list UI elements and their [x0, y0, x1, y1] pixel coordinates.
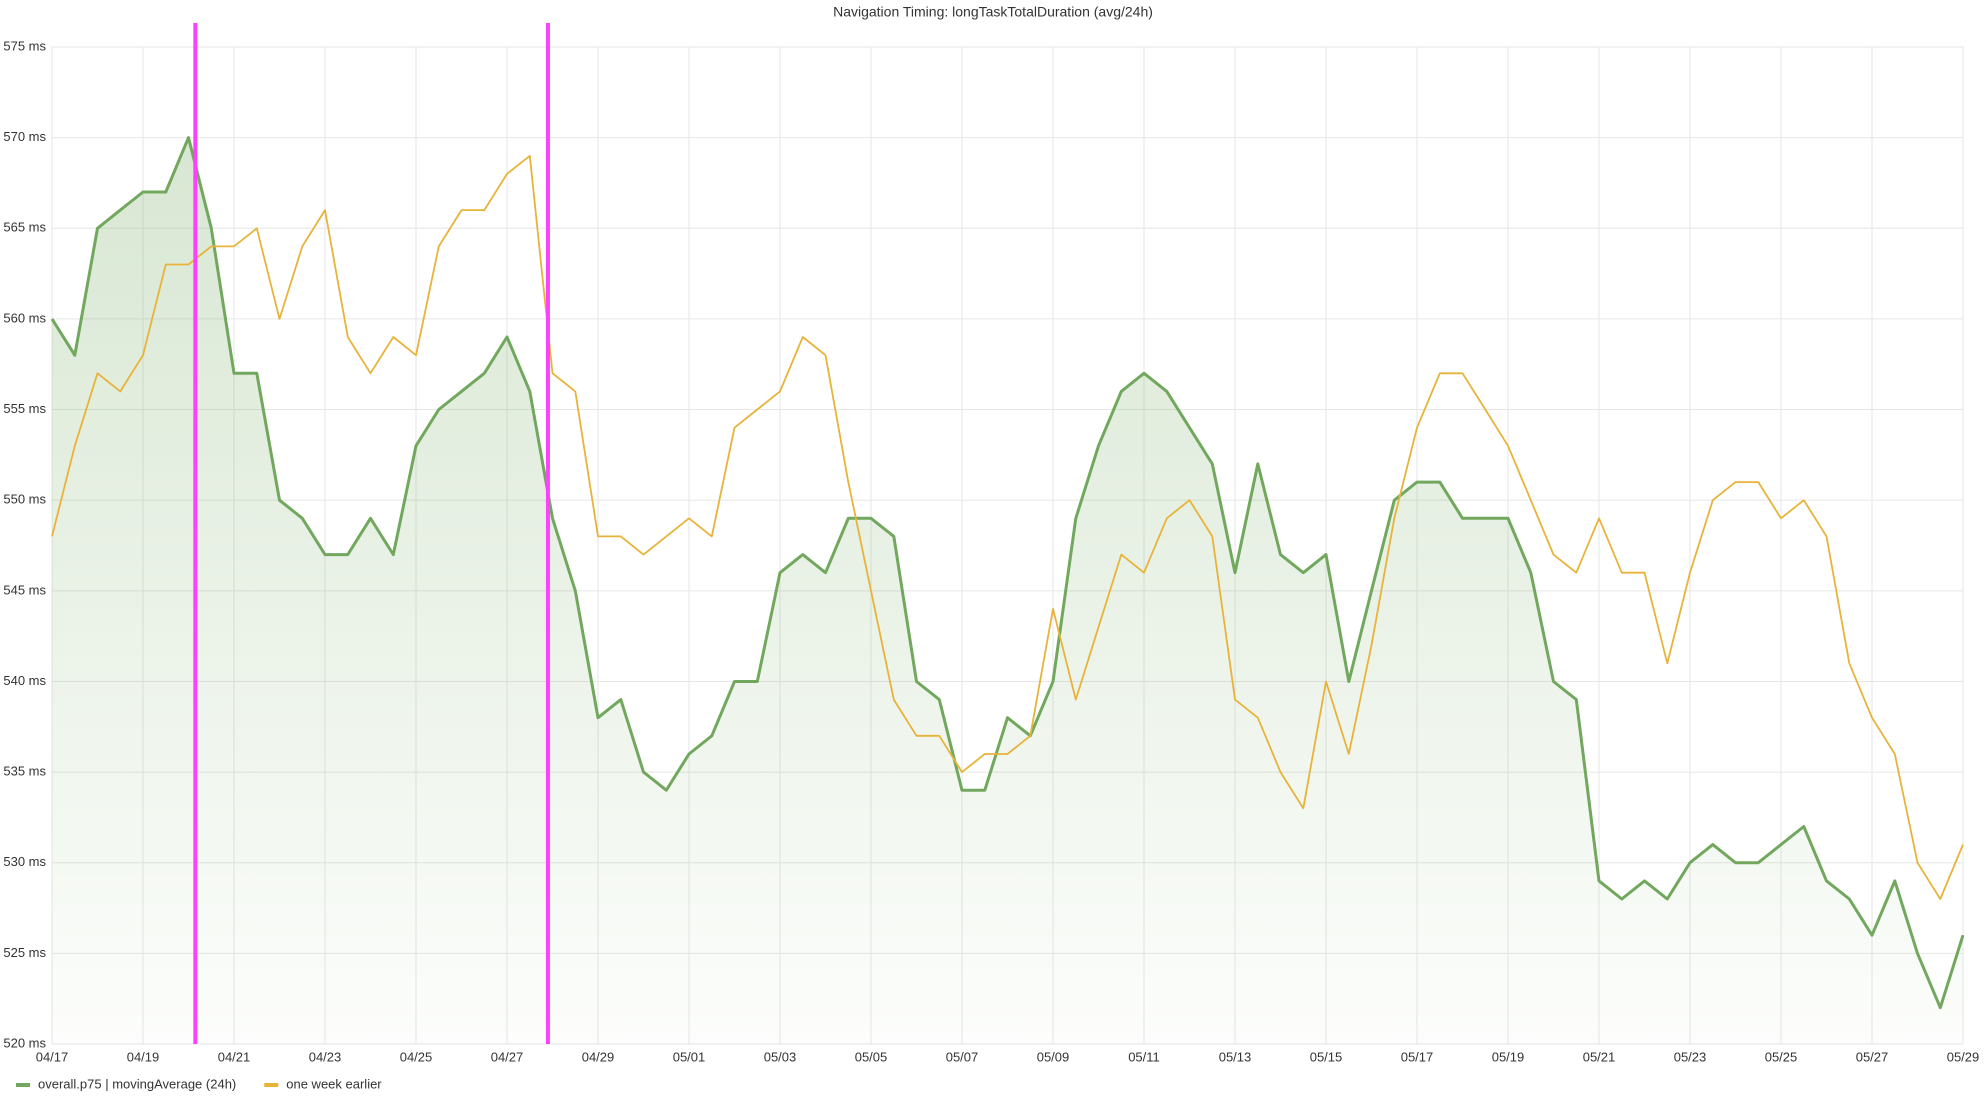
- x-tick-label: 05/11: [1128, 1049, 1160, 1064]
- x-tick-label: 05/19: [1492, 1049, 1525, 1064]
- y-tick-label: 540 ms: [3, 673, 46, 688]
- y-tick-label: 530 ms: [3, 854, 46, 869]
- x-tick-label: 04/19: [127, 1049, 160, 1064]
- x-tick-label: 05/29: [1947, 1049, 1980, 1064]
- y-tick-label: 570 ms: [3, 129, 46, 144]
- x-tick-label: 05/07: [946, 1049, 979, 1064]
- x-tick-label: 05/17: [1401, 1049, 1434, 1064]
- x-tick-label: 05/23: [1674, 1049, 1707, 1064]
- series-line: [50, 136, 1965, 1010]
- y-tick-label: 575 ms: [3, 38, 46, 53]
- x-tick-label: 05/15: [1310, 1049, 1343, 1064]
- x-tick-label: 05/05: [855, 1049, 888, 1064]
- y-tick-label: 560 ms: [3, 310, 46, 325]
- legend-label: overall.p75 | movingAverage (24h): [38, 1076, 236, 1091]
- y-tick-label: 535 ms: [3, 764, 46, 779]
- x-tick-label: 05/13: [1219, 1049, 1252, 1064]
- x-tick-label: 04/21: [218, 1049, 251, 1064]
- chart-title: Navigation Timing: longTaskTotalDuration…: [833, 4, 1153, 20]
- area: [52, 137, 1963, 1045]
- x-tick-label: 05/01: [673, 1049, 706, 1064]
- x-tick-label: 05/25: [1765, 1049, 1798, 1064]
- x-tick-label: 05/21: [1583, 1049, 1616, 1064]
- x-tick-label: 05/27: [1856, 1049, 1889, 1064]
- legend-swatch: [16, 1083, 30, 1087]
- x-tick-label: 04/23: [309, 1049, 342, 1064]
- y-tick-label: 520 ms: [3, 1035, 46, 1050]
- x-tick-label: 04/25: [400, 1049, 433, 1064]
- x-tick-label: 04/27: [491, 1049, 524, 1064]
- y-tick-label: 565 ms: [3, 220, 46, 235]
- x-tick-label: 05/03: [764, 1049, 797, 1064]
- x-tick-label: 04/17: [36, 1049, 69, 1064]
- x-tick-label: 05/09: [1037, 1049, 1070, 1064]
- legend-label: one week earlier: [286, 1076, 382, 1091]
- legend-swatch: [264, 1083, 279, 1087]
- y-tick-label: 545 ms: [3, 582, 46, 597]
- x-tick-label: 04/29: [582, 1049, 615, 1064]
- series-line: [51, 154, 1964, 900]
- y-tick-label: 525 ms: [3, 945, 46, 960]
- y-tick-label: 555 ms: [3, 401, 46, 416]
- y-tick-label: 550 ms: [3, 492, 46, 507]
